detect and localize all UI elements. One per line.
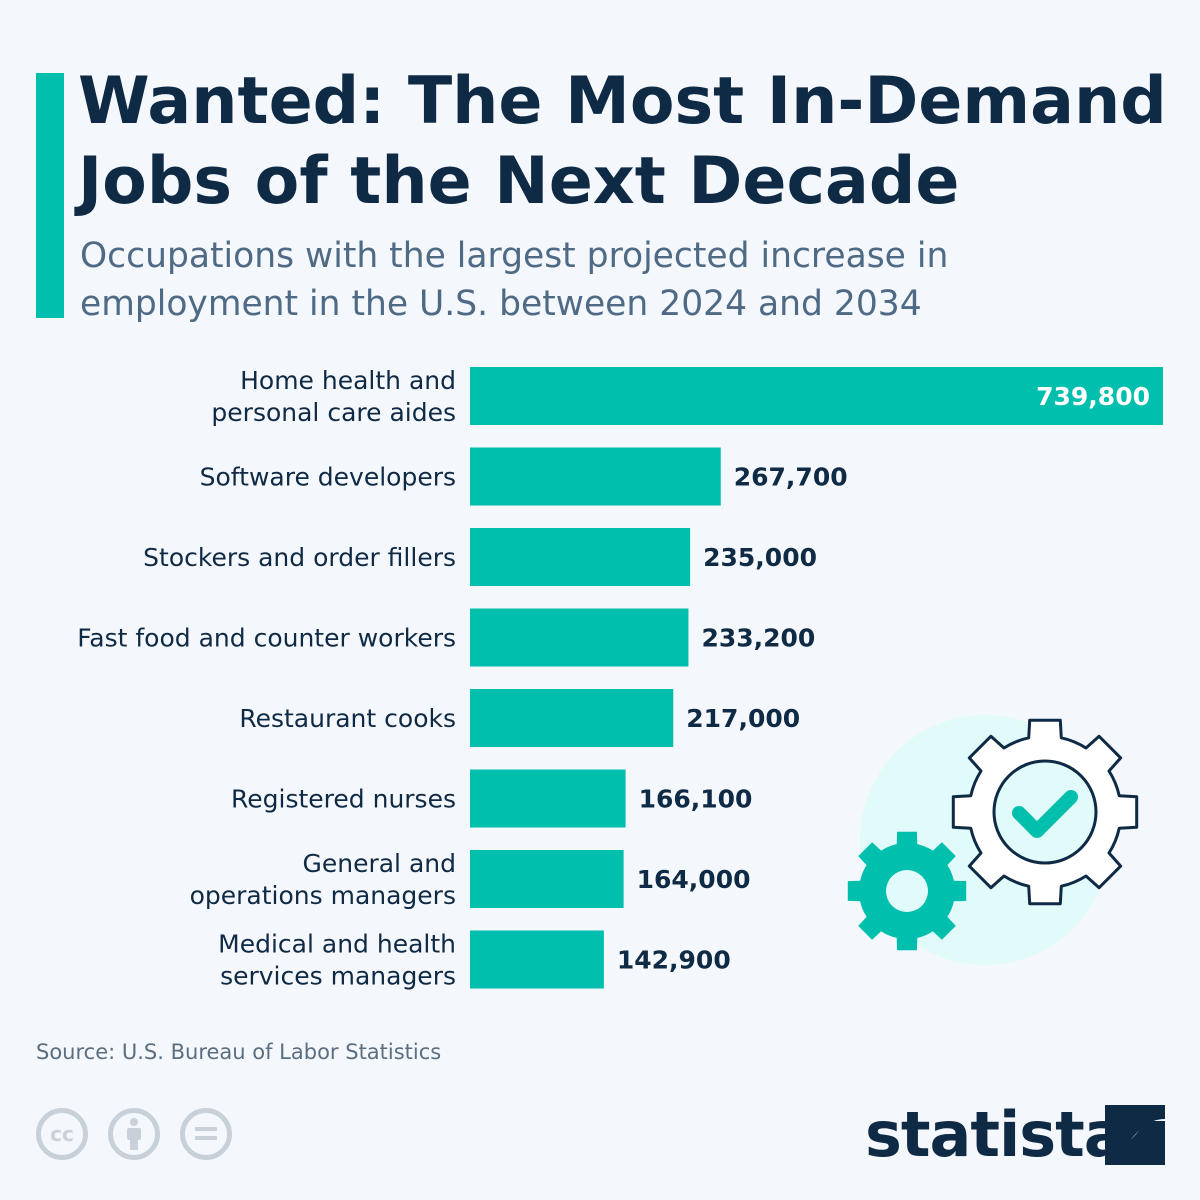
category-label: services managers <box>220 962 456 991</box>
category-label: Fast food and counter workers <box>77 624 456 653</box>
category-label: Registered nurses <box>231 785 456 814</box>
chart-title: Wanted: The Most In-Demand Jobs of the N… <box>78 64 1167 219</box>
cc-icon[interactable]: cc <box>36 1108 88 1160</box>
statista-logo[interactable]: statista <box>865 1098 1126 1171</box>
value-label: 233,200 <box>701 624 815 653</box>
statista-logo-icon <box>1105 1105 1165 1165</box>
value-label: 166,100 <box>639 785 753 814</box>
bar <box>470 769 626 828</box>
value-label: 142,900 <box>617 946 731 975</box>
category-label: Home health and <box>240 366 456 395</box>
value-label: 217,000 <box>686 704 800 733</box>
no-derivatives-icon[interactable] <box>180 1108 232 1160</box>
value-label: 267,700 <box>734 463 848 492</box>
value-label: 164,000 <box>637 865 751 894</box>
title-accent-bar <box>36 73 64 318</box>
bar <box>470 930 604 989</box>
bar <box>470 689 674 747</box>
category-label: operations managers <box>190 881 456 910</box>
category-label: Restaurant cooks <box>239 704 456 733</box>
value-label: 739,800 <box>1036 382 1150 411</box>
checkmark-icon <box>1012 790 1078 838</box>
by-attribution-icon[interactable] <box>108 1108 160 1160</box>
category-label: General and <box>302 849 456 878</box>
source-note: Source: U.S. Bureau of Labor Statistics <box>36 1040 442 1064</box>
bar <box>470 850 624 908</box>
bar <box>470 447 721 506</box>
chart-subtitle: Occupations with the largest projected i… <box>80 236 949 324</box>
value-label: 235,000 <box>703 543 817 572</box>
bar <box>470 608 689 667</box>
category-label: Software developers <box>200 463 456 492</box>
bar <box>470 528 691 586</box>
category-label: personal care aides <box>211 398 456 427</box>
category-label: Stockers and order fillers <box>143 543 456 572</box>
bar <box>470 367 1163 425</box>
gears-checkmark-illustration <box>847 715 1139 965</box>
category-label: Medical and health <box>218 930 456 959</box>
